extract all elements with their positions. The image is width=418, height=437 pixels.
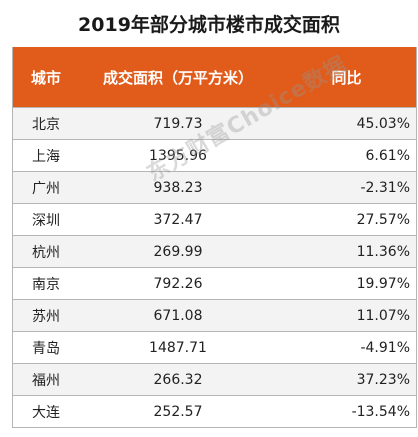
table-body: 北京 719.73 45.03% 上海 1395.96 6.61% 广州 938.23 -2.3…	[13, 108, 416, 428]
cell-city: 深圳	[32, 212, 60, 229]
cell-area: 671.08	[153, 307, 203, 324]
cell-area: 719.73	[153, 115, 203, 132]
table-row: 北京 719.73 45.03%	[13, 108, 416, 140]
cell-yoy: 19.97%	[356, 275, 410, 292]
cell-area: 269.99	[153, 243, 203, 260]
table-row: 广州 938.23 -2.31%	[13, 172, 416, 204]
cell-area: 1487.71	[149, 339, 207, 356]
cell-area: 252.57	[153, 403, 203, 420]
cell-area: 372.47	[153, 211, 203, 228]
cell-yoy: -13.54%	[351, 403, 410, 420]
cell-yoy: 11.36%	[356, 243, 410, 260]
cell-city: 苏州	[32, 308, 60, 325]
data-table: 城市 成交面积（万平方米） 同比 北京 719.73 45.03% 上海 1395.96…	[12, 47, 417, 428]
cell-yoy: -4.91%	[360, 339, 410, 356]
table-row: 青岛 1487.71 -4.91%	[13, 332, 416, 364]
table-header: 城市 成交面积（万平方米） 同比	[13, 47, 416, 108]
table-row: 深圳 372.47 27.57%	[13, 204, 416, 236]
cell-area: 266.32	[153, 371, 203, 388]
table-row: 上海 1395.96 6.61%	[13, 140, 416, 172]
header-city: 城市	[30, 68, 61, 87]
header-yoy: 同比	[331, 68, 362, 87]
cell-yoy: 6.61%	[365, 147, 410, 164]
cell-yoy: 27.57%	[356, 211, 410, 228]
cell-city: 上海	[32, 148, 60, 165]
table-row: 南京 792.26 19.97%	[13, 268, 416, 300]
cell-area: 792.26	[153, 275, 203, 292]
cell-area: 938.23	[153, 179, 203, 196]
header-area: 成交面积（万平方米）	[102, 68, 253, 87]
cell-city: 广州	[32, 180, 60, 197]
chart-title: 2019年部分城市楼市成交面积	[78, 14, 340, 36]
table-row: 杭州 269.99 11.36%	[13, 236, 416, 268]
table-row: 大连 252.57 -13.54%	[13, 396, 416, 428]
table-row: 福州 266.32 37.23%	[13, 364, 416, 396]
cell-yoy: -2.31%	[360, 179, 410, 196]
cell-yoy: 11.07%	[356, 307, 410, 324]
cell-city: 南京	[32, 276, 60, 293]
cell-city: 福州	[32, 372, 60, 389]
cell-city: 北京	[32, 116, 60, 133]
cell-city: 杭州	[32, 244, 60, 261]
cell-city: 大连	[32, 404, 60, 421]
cell-city: 青岛	[32, 340, 60, 357]
cell-yoy: 37.23%	[356, 371, 410, 388]
table-row: 苏州 671.08 11.07%	[13, 300, 416, 332]
cell-area: 1395.96	[149, 147, 207, 164]
cell-yoy: 45.03%	[356, 115, 410, 132]
